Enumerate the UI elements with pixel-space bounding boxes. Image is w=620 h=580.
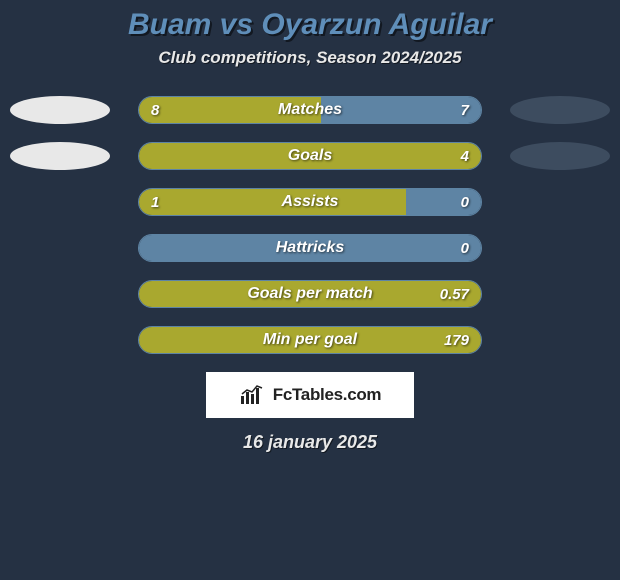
stat-label: Assists xyxy=(139,189,481,215)
stat-bar: 10Assists xyxy=(138,188,482,216)
stat-label: Min per goal xyxy=(139,327,481,353)
stat-bar: 179Min per goal xyxy=(138,326,482,354)
stat-label: Matches xyxy=(139,97,481,123)
logo-box: FcTables.com xyxy=(206,372,414,418)
stat-row: 4Goals xyxy=(0,142,620,170)
page-title: Buam vs Oyarzun Aguilar xyxy=(0,8,620,42)
stat-row: 179Min per goal xyxy=(0,326,620,354)
logo-text: FcTables.com xyxy=(273,385,382,405)
stat-label: Goals per match xyxy=(139,281,481,307)
stat-row: 87Matches xyxy=(0,96,620,124)
comparison-infographic: Buam vs Oyarzun Aguilar Club competition… xyxy=(0,0,620,580)
stats-container: 87Matches 4Goals 10Assists 0Hattricks 0.57Go… xyxy=(0,96,620,354)
player-right-oval xyxy=(510,96,610,124)
page-subtitle: Club competitions, Season 2024/2025 xyxy=(0,48,620,68)
bar-chart-icon xyxy=(239,384,267,406)
stat-row: 0.57Goals per match xyxy=(0,280,620,308)
stat-bar: 0Hattricks xyxy=(138,234,482,262)
stat-label: Goals xyxy=(139,143,481,169)
stat-label: Hattricks xyxy=(139,235,481,261)
stat-bar: 87Matches xyxy=(138,96,482,124)
stat-row: 0Hattricks xyxy=(0,234,620,262)
date-label: 16 january 2025 xyxy=(0,432,620,453)
player-right-oval xyxy=(510,142,610,170)
player-left-oval xyxy=(10,142,110,170)
stat-bar: 4Goals xyxy=(138,142,482,170)
player-left-oval xyxy=(10,96,110,124)
stat-bar: 0.57Goals per match xyxy=(138,280,482,308)
stat-row: 10Assists xyxy=(0,188,620,216)
